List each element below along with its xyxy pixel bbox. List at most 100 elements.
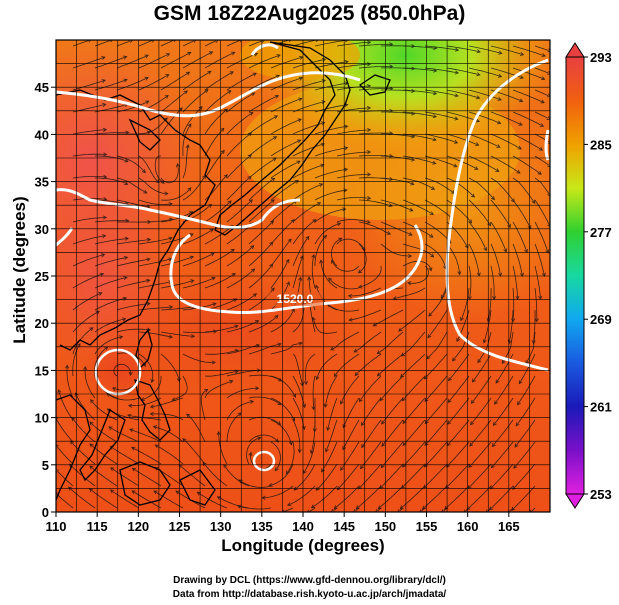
streamline	[315, 463, 338, 491]
streamline-arrow	[255, 386, 260, 391]
streamline-arrow	[519, 98, 524, 103]
streamline	[467, 463, 492, 489]
streamline	[534, 199, 550, 226]
streamline-arrow	[555, 309, 558, 312]
streamline	[186, 413, 206, 443]
streamline	[444, 485, 470, 510]
streamline-arrow	[556, 353, 559, 357]
streamline-arrow	[251, 268, 256, 273]
streamline	[292, 353, 304, 386]
streamline	[398, 309, 426, 332]
streamline-arrow	[340, 466, 344, 471]
streamline	[359, 375, 382, 402]
streamline-arrow	[516, 169, 521, 174]
streamline	[94, 56, 127, 69]
streamline-arrow	[547, 192, 550, 197]
streamline	[324, 375, 338, 408]
streamline	[336, 238, 366, 251]
streamline	[490, 221, 507, 253]
streamline	[172, 375, 188, 401]
streamline	[138, 53, 170, 69]
y-tick-label: 5	[42, 458, 49, 473]
streamline-arrow	[503, 248, 508, 253]
streamline-arrow	[427, 334, 432, 339]
streamline-arrow	[315, 486, 320, 491]
streamline-arrow	[376, 350, 381, 354]
streamline	[525, 331, 536, 365]
streamline-arrow	[154, 466, 159, 471]
streamline	[226, 132, 252, 157]
streamline	[378, 485, 404, 510]
colorbar-tick-label: 293	[590, 50, 612, 65]
streamline-arrow	[555, 265, 558, 268]
streamline-arrow	[555, 243, 558, 247]
streamline	[314, 223, 341, 245]
streamline	[314, 125, 348, 135]
streamline-arrow	[175, 490, 180, 495]
streamline	[513, 441, 536, 469]
streamline	[116, 54, 149, 69]
streamline	[132, 467, 162, 487]
streamline-arrow	[131, 467, 136, 472]
streamline	[72, 153, 107, 157]
streamline	[204, 40, 216, 47]
streamline-arrow	[511, 506, 516, 511]
streamline-arrow	[212, 302, 217, 307]
streamline-arrow	[204, 388, 209, 393]
x-tick-label: 140	[292, 519, 314, 534]
streamline-arrow	[146, 237, 152, 242]
streamline	[204, 108, 228, 135]
streamline	[424, 155, 457, 167]
streamline	[248, 220, 274, 245]
streamline	[69, 463, 96, 487]
colorbar-tick-label: 269	[590, 312, 612, 327]
streamline	[248, 396, 282, 406]
streamline	[400, 353, 426, 378]
streamline	[204, 200, 232, 223]
streamline	[312, 375, 316, 410]
streamline-arrow	[379, 397, 384, 402]
streamline-arrow	[281, 509, 285, 512]
streamline	[402, 111, 437, 118]
streamline	[226, 293, 257, 311]
streamline-arrow	[501, 359, 506, 365]
streamline	[402, 243, 434, 258]
streamline	[160, 52, 191, 69]
streamline-arrow	[454, 70, 460, 75]
streamline-arrow	[407, 281, 412, 286]
streamline	[116, 279, 150, 289]
streamline	[423, 463, 448, 489]
streamline	[226, 53, 258, 69]
streamline-arrow	[151, 40, 155, 43]
streamline	[402, 67, 437, 72]
streamline-arrow	[453, 163, 458, 168]
x-tick-label: 155	[416, 519, 438, 534]
streamline-arrow	[88, 40, 92, 43]
streamline	[138, 177, 168, 194]
streamline	[160, 256, 194, 267]
streamline-arrow	[163, 117, 168, 122]
streamline-arrow	[247, 132, 252, 137]
streamline-arrow	[470, 193, 476, 198]
streamline	[327, 397, 338, 431]
streamline	[314, 40, 349, 47]
streamline-arrow	[216, 430, 221, 436]
streamline	[72, 176, 107, 179]
streamline	[381, 111, 415, 115]
streamline	[358, 265, 382, 288]
streamline-arrow	[495, 379, 500, 384]
streamline	[358, 243, 367, 274]
streamline-arrow	[336, 486, 341, 491]
streamline	[110, 467, 140, 487]
streamline-arrow	[67, 486, 73, 491]
streamline-arrow	[410, 181, 415, 186]
streamline-arrow	[538, 295, 543, 300]
streamline	[446, 89, 480, 99]
streamline	[138, 281, 173, 289]
streamline	[400, 485, 426, 510]
streamline	[72, 327, 94, 355]
streamline	[531, 507, 536, 512]
streamline-arrow	[305, 235, 310, 241]
streamline	[89, 421, 118, 443]
streamline	[128, 397, 162, 407]
